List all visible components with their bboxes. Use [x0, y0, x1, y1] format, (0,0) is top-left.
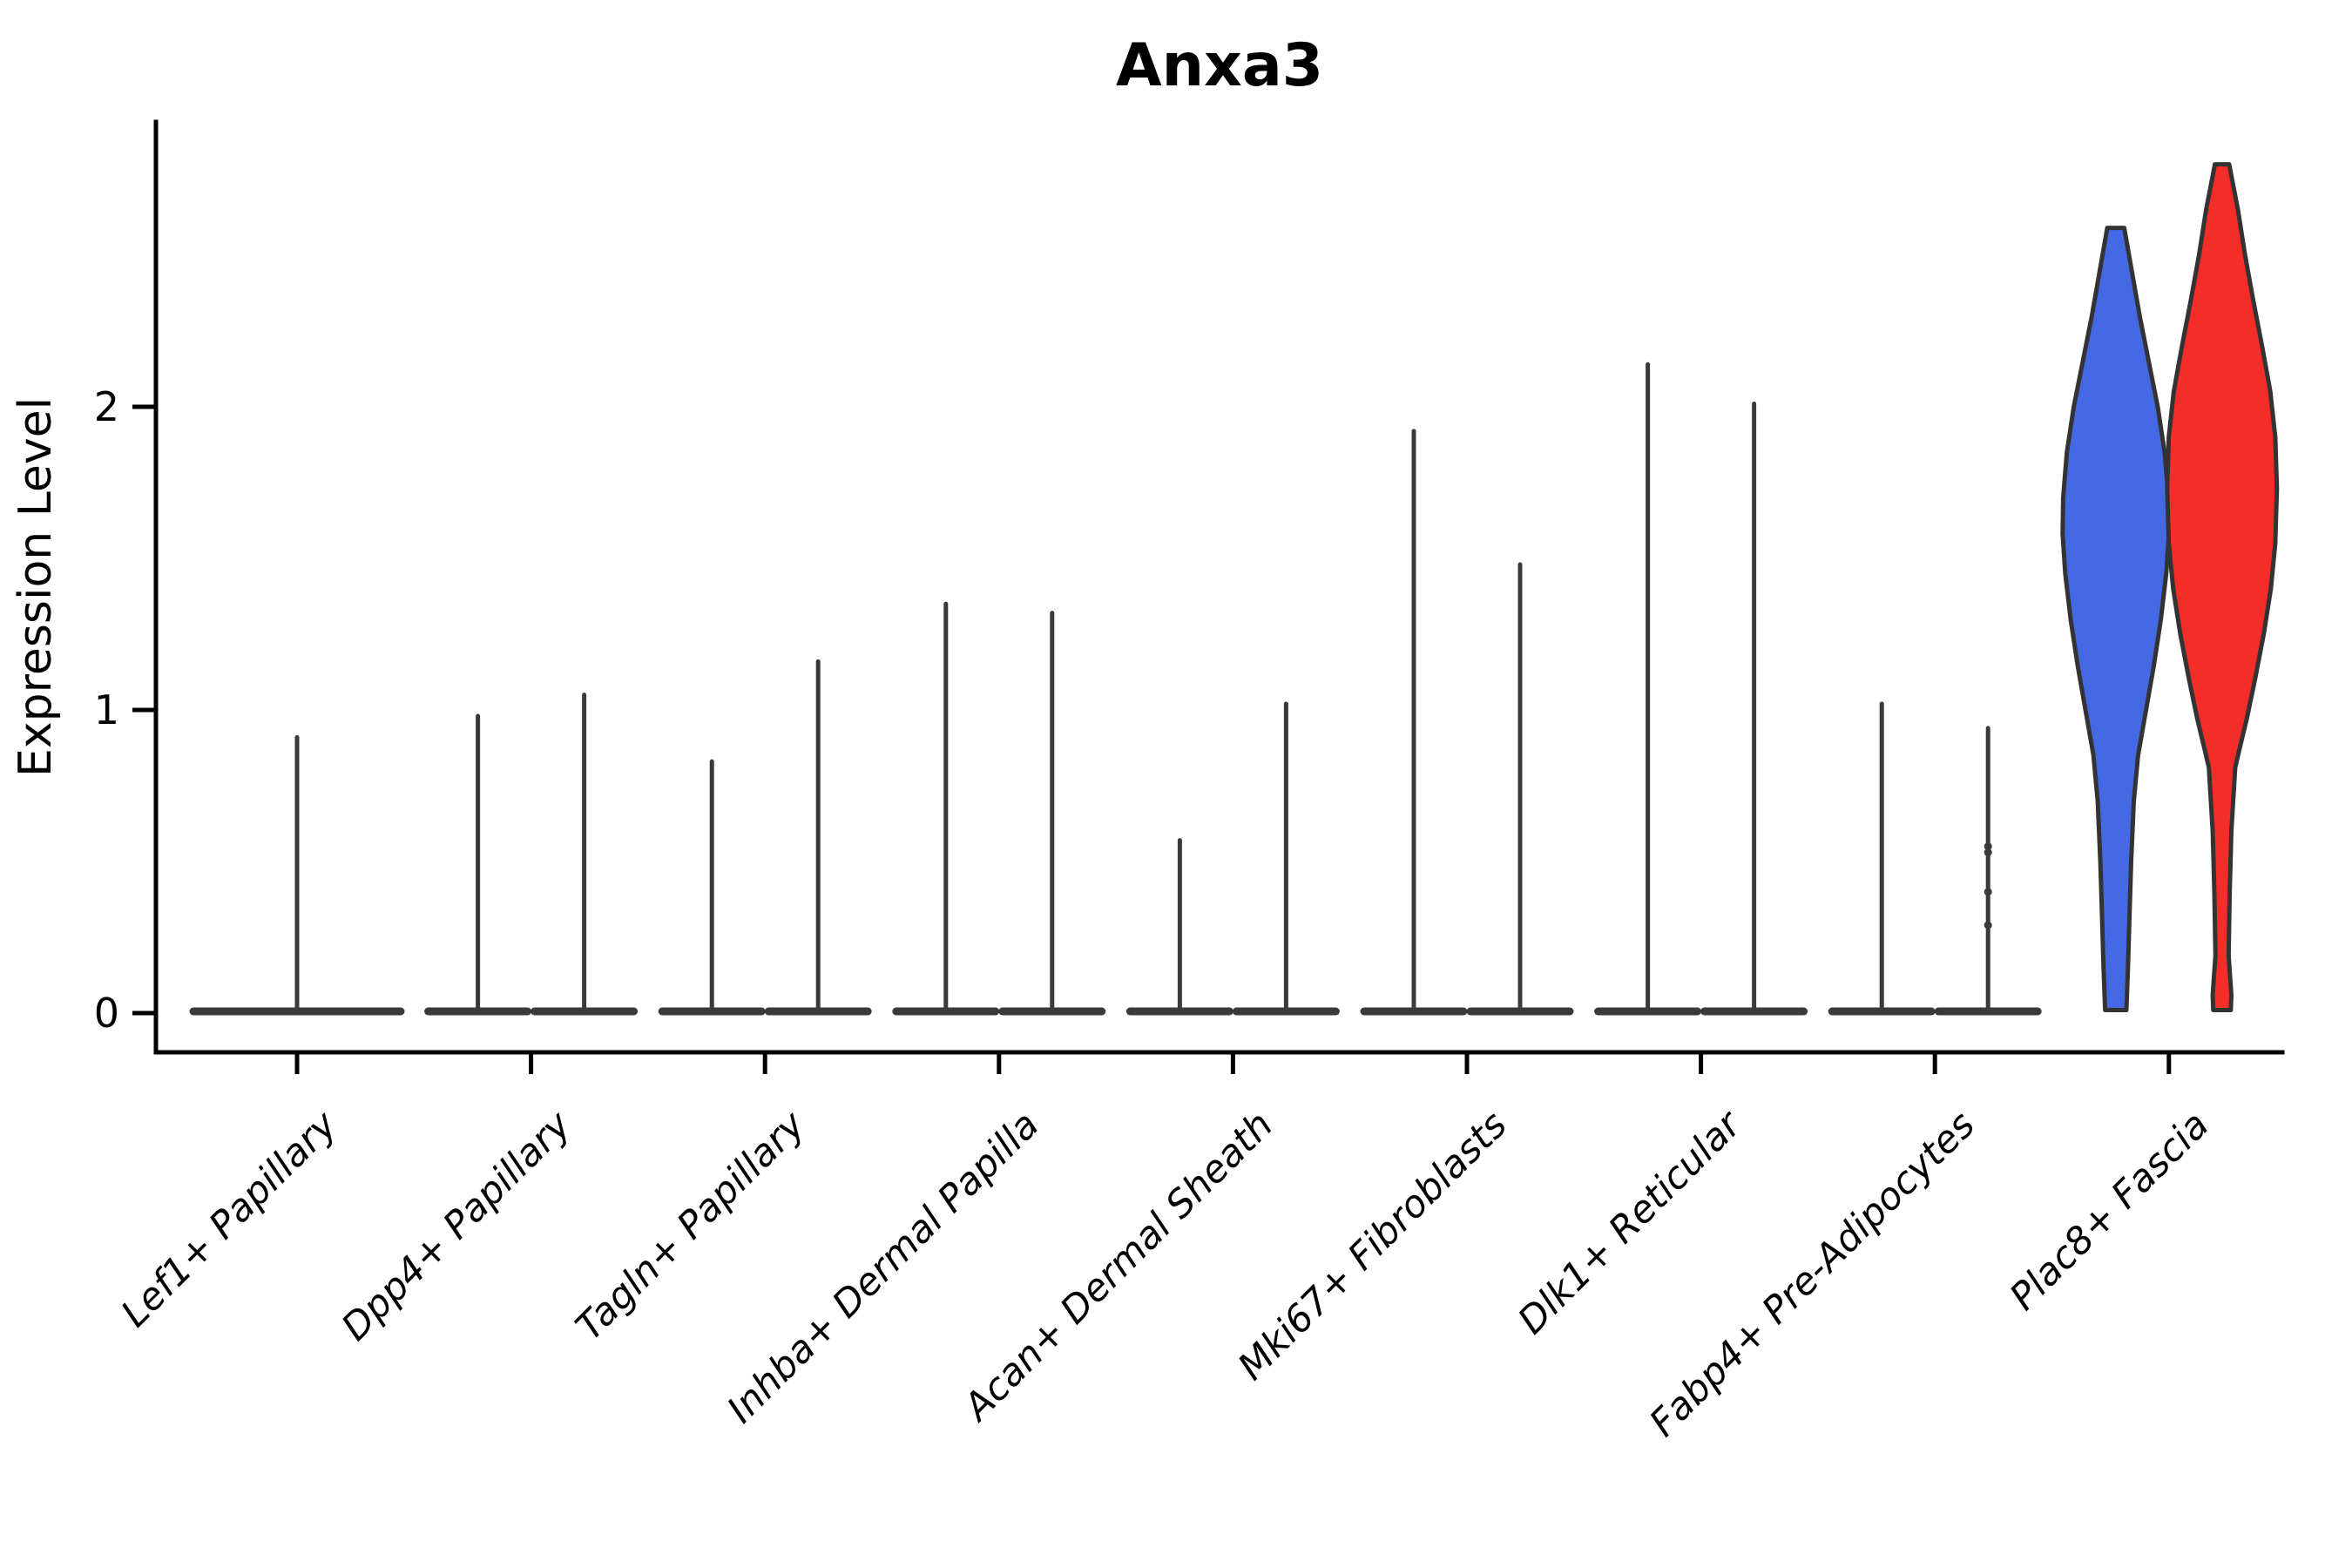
x-tick-label: Tagln+ Papillary — [568, 1103, 814, 1349]
expression-point — [1984, 888, 1992, 896]
y-tick-label: 1 — [94, 686, 119, 733]
x-tick-label: Lef1+ Papillary — [113, 1103, 346, 1335]
axis-spines — [153, 119, 2285, 1055]
x-tick-label: Dpp4+ Papillary — [334, 1103, 580, 1349]
expression-point — [1984, 848, 1992, 857]
x-tick-label: Plac8+ Fascia — [2002, 1103, 2218, 1319]
y-tick-label: 0 — [94, 990, 119, 1037]
expression-point — [1984, 842, 1992, 851]
chart-title: Anxa3 — [1116, 31, 1323, 100]
violin-red — [2165, 162, 2280, 1013]
y-axis-label: Expression Level — [10, 397, 62, 777]
x-tick-label: Mki67+ Fibroblasts — [1230, 1103, 1516, 1389]
y-tick-label: 2 — [94, 383, 119, 430]
expression-point — [1984, 921, 1992, 929]
x-tick-label: Dlk1+ Reticular — [1510, 1102, 1751, 1343]
violin-blue — [2060, 226, 2172, 1013]
